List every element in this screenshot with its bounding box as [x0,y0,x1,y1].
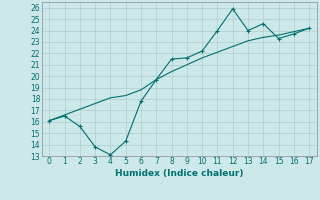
X-axis label: Humidex (Indice chaleur): Humidex (Indice chaleur) [115,169,244,178]
